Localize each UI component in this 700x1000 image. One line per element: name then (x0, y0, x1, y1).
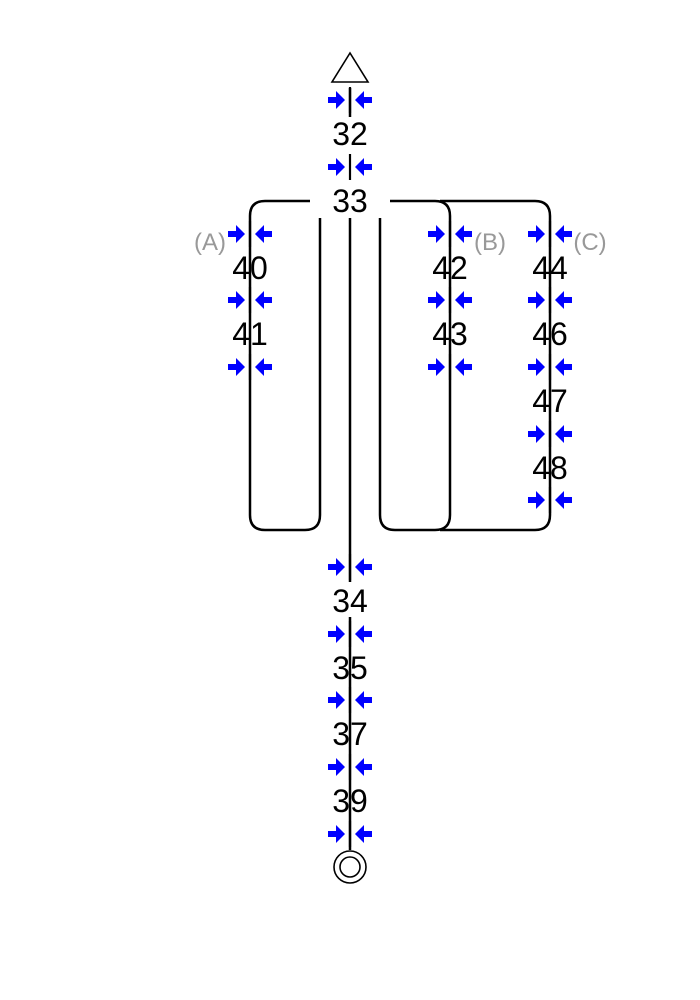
inward-arrows-icon (526, 219, 574, 249)
triangle-icon (330, 51, 370, 83)
branch-b-label: (B) (474, 229, 506, 256)
stop-label: 39 (332, 783, 368, 819)
inward-arrows-icon (226, 219, 274, 249)
inward-arrows-icon (326, 152, 374, 182)
branch-b-loop (378, 199, 452, 532)
branch-a-loop (248, 199, 322, 532)
inward-arrows-icon (326, 752, 374, 782)
stop-label: 48 (532, 450, 568, 486)
inward-arrows-icon (226, 352, 274, 382)
inward-arrows-icon (426, 219, 474, 249)
inward-arrows-icon (326, 85, 374, 115)
inward-arrows-icon (326, 819, 374, 849)
inward-arrows-icon (226, 285, 274, 315)
stop-label: 33 (332, 183, 368, 219)
inward-arrows-icon (526, 285, 574, 315)
stop-label: 41 (232, 316, 268, 352)
stop-label: 44 (532, 250, 568, 286)
stop-label: 42 (432, 250, 468, 286)
stop-label: 35 (332, 650, 368, 686)
stop-label: 43 (432, 316, 468, 352)
stop-label: 37 (332, 716, 368, 752)
double-circle-icon (333, 850, 367, 884)
stop-label: 40 (232, 250, 268, 286)
inward-arrows-icon (326, 685, 374, 715)
inward-arrows-icon (326, 619, 374, 649)
inward-arrows-icon (526, 419, 574, 449)
stop-label: 34 (332, 583, 368, 619)
stop-label: 47 (532, 383, 568, 419)
inward-arrows-icon (326, 552, 374, 582)
inward-arrows-icon (526, 352, 574, 382)
stop-label: 32 (332, 116, 368, 152)
inward-arrows-icon (426, 352, 474, 382)
branch-a-label: (A) (194, 229, 226, 256)
inward-arrows-icon (526, 485, 574, 515)
inward-arrows-icon (426, 285, 474, 315)
stop-label: 46 (532, 316, 568, 352)
branch-c-label: (C) (573, 229, 606, 256)
